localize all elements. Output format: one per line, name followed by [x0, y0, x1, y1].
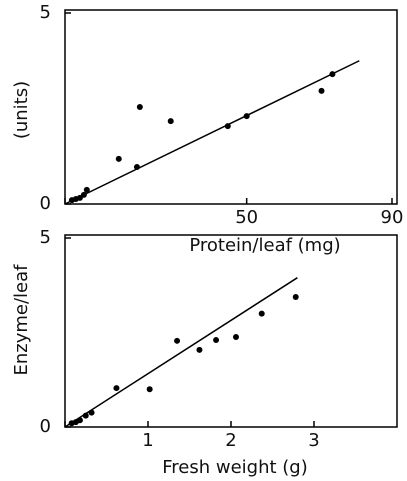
data-point: [80, 191, 87, 198]
y-tick-label: 0: [40, 193, 51, 214]
data-point: [232, 334, 239, 341]
x-tick-label: 1: [142, 430, 153, 451]
data-point: [88, 409, 95, 416]
data-point: [196, 346, 203, 353]
data-point: [76, 417, 83, 424]
data-point: [146, 386, 153, 393]
data-point: [258, 310, 265, 317]
y-tick-label: 5: [40, 2, 51, 23]
data-point: [318, 87, 325, 94]
plot-frame: [64, 9, 398, 205]
fit-line: [64, 277, 298, 428]
data-point: [82, 412, 89, 419]
y-tick-label: 0: [40, 416, 51, 437]
x-tick-label: 2: [225, 430, 236, 451]
y-axis-label: Enzyme/leaf: [11, 264, 32, 376]
x-tick-label: 90: [381, 207, 404, 228]
data-point: [329, 71, 336, 78]
x-tick-label: 3: [308, 430, 319, 451]
data-point: [133, 163, 140, 170]
data-point: [115, 155, 122, 162]
data-point: [292, 293, 299, 300]
x-axis-label: Fresh weight (g): [162, 457, 308, 478]
data-point: [224, 123, 231, 130]
y-axis-label: (units): [11, 81, 32, 139]
x-axis-label: Protein/leaf (mg): [189, 235, 340, 256]
data-point: [167, 118, 174, 125]
fit-line: [64, 60, 360, 205]
data-point: [83, 186, 90, 193]
x-tick-label: 50: [235, 207, 258, 228]
plot-frame: [64, 234, 398, 428]
data-point: [113, 385, 120, 392]
data-point: [174, 337, 181, 344]
data-point: [243, 113, 250, 120]
data-point: [213, 337, 220, 344]
data-point: [136, 103, 143, 110]
y-tick-label: 5: [40, 227, 51, 248]
